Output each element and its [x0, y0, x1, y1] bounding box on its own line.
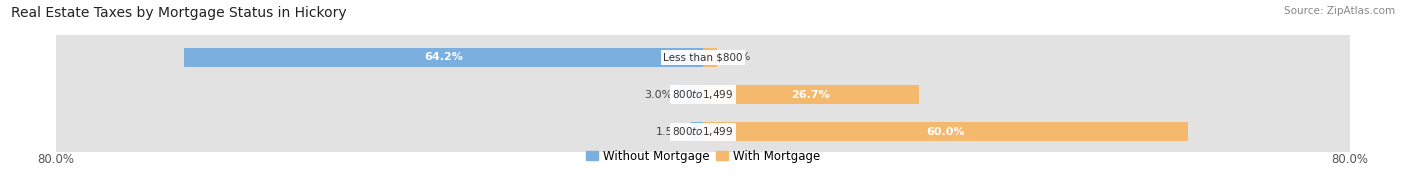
Legend: Without Mortgage, With Mortgage: Without Mortgage, With Mortgage	[581, 145, 825, 167]
Bar	[703, 85, 920, 104]
FancyBboxPatch shape	[53, 33, 1353, 82]
FancyBboxPatch shape	[53, 107, 1353, 156]
Bar	[184, 48, 703, 67]
Text: 1.7%: 1.7%	[723, 52, 752, 62]
Bar	[690, 122, 703, 141]
Text: $800 to $1,499: $800 to $1,499	[672, 88, 734, 101]
Text: $800 to $1,499: $800 to $1,499	[672, 125, 734, 138]
FancyBboxPatch shape	[53, 70, 1353, 119]
Text: Less than $800: Less than $800	[664, 52, 742, 62]
Bar	[703, 48, 717, 67]
Text: 1.5%: 1.5%	[657, 127, 685, 137]
Bar	[679, 85, 703, 104]
Text: Real Estate Taxes by Mortgage Status in Hickory: Real Estate Taxes by Mortgage Status in …	[11, 6, 347, 20]
Text: Source: ZipAtlas.com: Source: ZipAtlas.com	[1284, 6, 1395, 16]
Text: 3.0%: 3.0%	[644, 90, 672, 99]
Bar	[703, 122, 1188, 141]
Text: 60.0%: 60.0%	[927, 127, 965, 137]
Text: 64.2%: 64.2%	[425, 52, 463, 62]
Text: 26.7%: 26.7%	[792, 90, 831, 99]
